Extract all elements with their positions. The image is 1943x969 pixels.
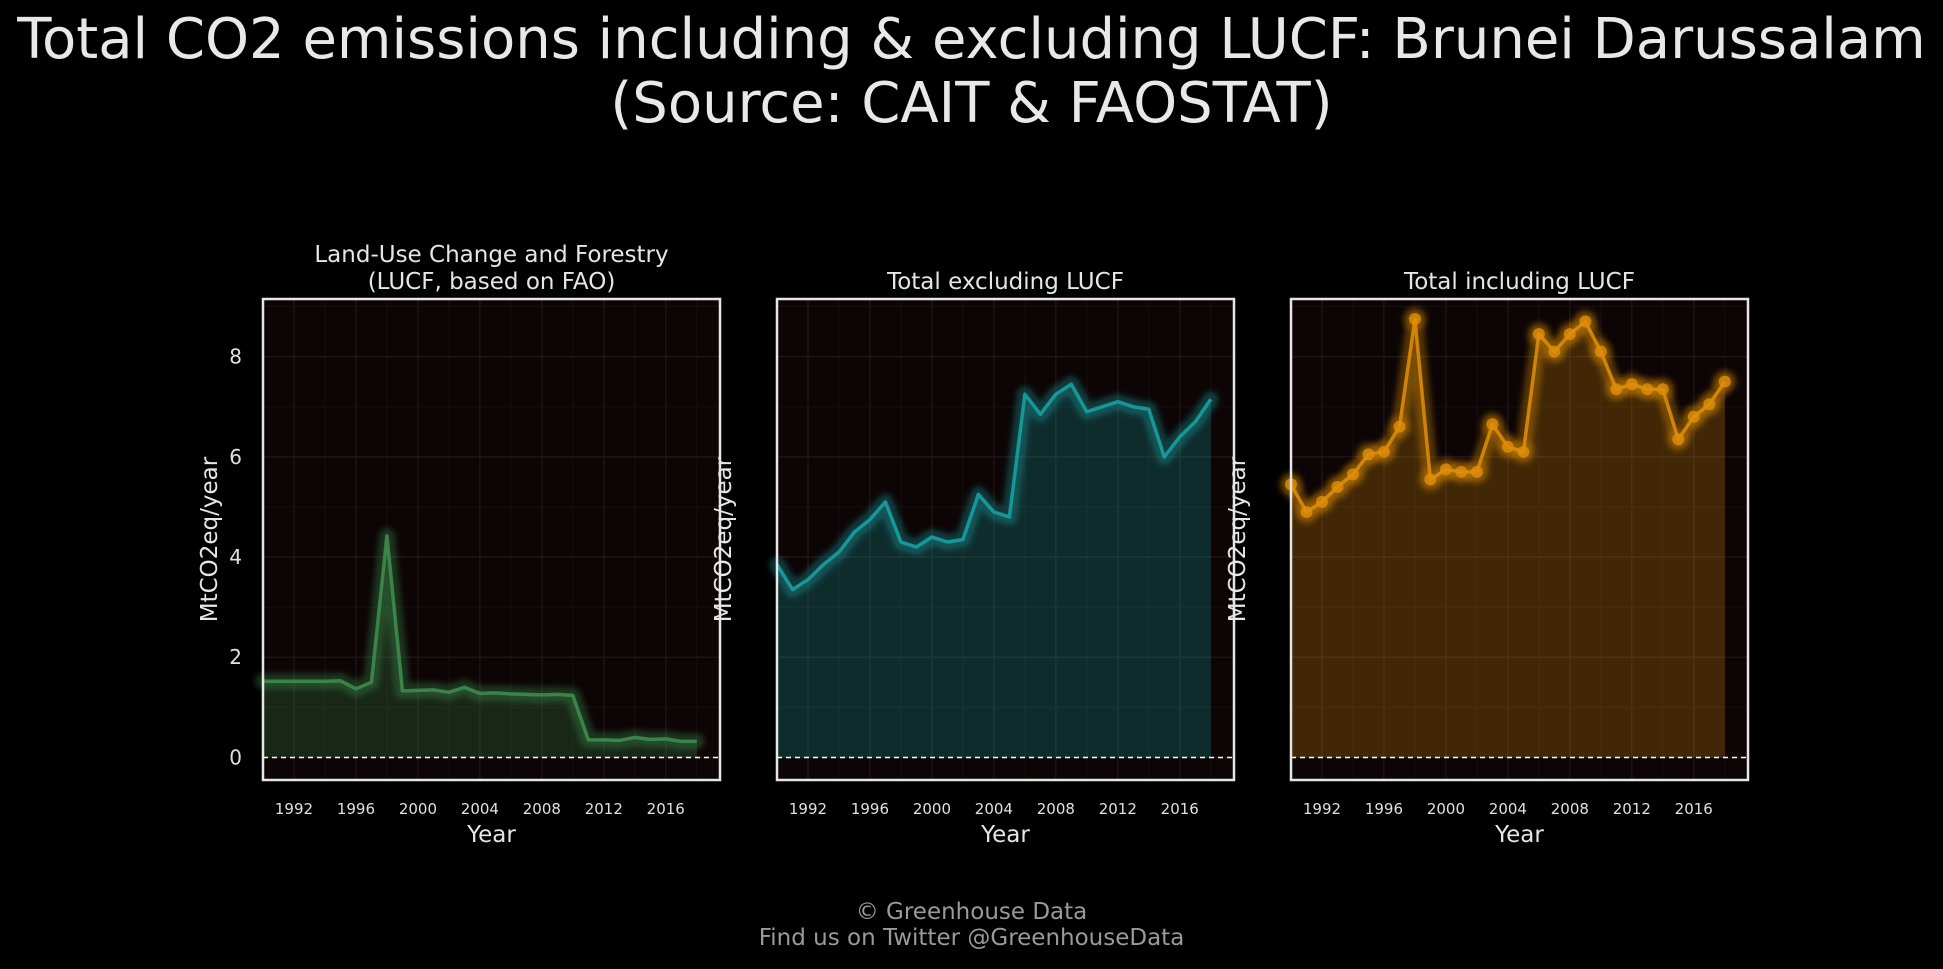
plot-background: [1291, 299, 1748, 780]
y-tick-label: 2: [229, 645, 242, 669]
data-point: [1331, 480, 1344, 493]
data-point: [1346, 468, 1359, 481]
y-axis-label: MtCO2eq/year: [1225, 456, 1251, 622]
data-point: [1703, 398, 1716, 411]
x-tick-label: 2008: [1551, 800, 1589, 818]
series-line: [775, 382, 1213, 592]
x-tick-label: 2012: [1099, 800, 1137, 818]
x-tick-label: 2004: [1489, 800, 1527, 818]
x-tick-label: 2016: [1161, 800, 1199, 818]
panel-2: 1992 1996 2000 2004 2008 2012 2016 Year MtCO2eq/…: [711, 269, 1236, 848]
series-area: [263, 535, 697, 758]
panel-title: (LUCF, based on FAO): [368, 269, 616, 295]
y-axis-label: MtCO2eq/year: [711, 456, 737, 622]
data-point: [1470, 465, 1483, 478]
x-axis-label: Year: [1494, 822, 1544, 848]
data-point: [1362, 448, 1375, 461]
series-line: [263, 534, 697, 744]
x-tick-label: 2000: [913, 800, 951, 818]
panel-3: 1992 1996 2000 2004 2008 2012 2016 Year MtCO2eq/…: [1225, 269, 1750, 848]
x-tick-label: 2008: [1037, 800, 1075, 818]
data-point: [1439, 463, 1452, 476]
x-tick-label: 2012: [585, 800, 623, 818]
data-point: [1300, 505, 1313, 518]
data-point: [1408, 313, 1421, 326]
data-point: [1563, 328, 1576, 341]
x-tick-label: 2004: [461, 800, 499, 818]
data-point: [1424, 473, 1437, 486]
data-point: [1672, 433, 1685, 446]
chart-title-line1: Total CO2 emissions including & excludin…: [17, 7, 1926, 72]
x-axis-label: Year: [466, 822, 516, 848]
data-point: [1718, 375, 1731, 388]
data-point: [1579, 315, 1592, 328]
data-point: [1377, 445, 1390, 458]
x-tick-label: 2016: [647, 800, 685, 818]
data-point: [1548, 345, 1561, 358]
y-tick-label: 4: [229, 545, 242, 569]
data-point: [1393, 420, 1406, 433]
x-tick-label: 2016: [1675, 800, 1713, 818]
y-tick-label: 8: [229, 345, 242, 369]
data-point: [1687, 410, 1700, 423]
y-axis-label: MtCO2eq/year: [197, 456, 223, 622]
data-point: [1315, 495, 1328, 508]
data-point: [1486, 418, 1499, 431]
panel-1: 1992 1996 2000 2004 2008 2012 2016 0 2 4 6 8 Year MtC…: [197, 242, 722, 848]
plot-frame: [775, 297, 1236, 782]
panels-group: 1992 1996 2000 2004 2008 2012 2016 0 2 4 6 8 Year MtC…: [197, 242, 1750, 848]
data-point: [1532, 328, 1545, 341]
chart-title-line2: (Source: CAIT & FAOSTAT): [610, 71, 1333, 136]
panel-title: Total excluding LUCF: [886, 269, 1124, 295]
x-tick-label: 2012: [1613, 800, 1651, 818]
x-tick-label: 2008: [523, 800, 561, 818]
x-tick-label: 1992: [1303, 800, 1341, 818]
x-tick-label: 1996: [851, 800, 889, 818]
data-point: [1455, 465, 1468, 478]
y-tick-label: 0: [229, 745, 242, 769]
data-point: [1610, 383, 1623, 396]
x-tick-label: 1996: [1365, 800, 1403, 818]
x-tick-label: 2004: [975, 800, 1013, 818]
y-tick-label: 6: [229, 445, 242, 469]
x-tick-label: 2000: [1427, 800, 1465, 818]
x-tick-label: 1992: [275, 800, 313, 818]
data-point: [1641, 383, 1654, 396]
data-point: [1517, 445, 1530, 458]
series-area: [777, 384, 1211, 758]
panel-title: Land-Use Change and Forestry: [314, 242, 668, 268]
plot-frame: [261, 297, 722, 782]
footer-credit: © Greenhouse Data: [855, 899, 1088, 925]
data-point: [1501, 440, 1514, 453]
panel-title: Total including LUCF: [1403, 269, 1635, 295]
x-tick-label: 2000: [399, 800, 437, 818]
x-tick-label: 1992: [789, 800, 827, 818]
data-point: [1656, 383, 1669, 396]
x-tick-label: 1996: [337, 800, 375, 818]
footer-twitter: Find us on Twitter @GreenhouseData: [758, 925, 1185, 951]
data-point: [1594, 345, 1607, 358]
x-axis-label: Year: [980, 822, 1030, 848]
data-point: [1625, 378, 1638, 391]
plot-frame: [1289, 297, 1750, 782]
